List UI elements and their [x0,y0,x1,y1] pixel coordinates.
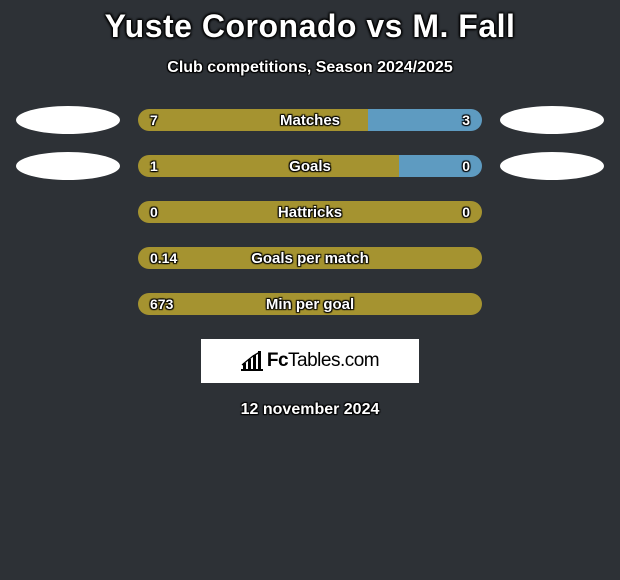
player2-marker-ellipse [500,152,604,180]
player2-marker-ellipse [500,106,604,134]
stat-row: Goals10 [0,155,620,177]
page-title: Yuste Coronado vs M. Fall [0,8,620,45]
stat-value-player1: 0 [150,201,158,223]
stat-bar: Goals per match0.14 [138,247,482,269]
spacer [482,258,604,259]
stat-value-player1: 1 [150,155,158,177]
player1-marker-ellipse [16,106,120,134]
stat-bar-left [138,247,482,269]
stat-value-player1: 673 [150,293,173,315]
spacer [16,304,138,305]
bar-chart-icon [241,351,263,371]
stat-row: Matches73 [0,109,620,131]
stat-row: Min per goal673 [0,293,620,315]
date-label: 12 november 2024 [0,401,620,419]
brand-logo-box: FcTables.com [201,339,419,383]
stat-bar-left [138,109,368,131]
stat-bar-left [138,201,482,223]
stat-row: Hattricks00 [0,201,620,223]
stat-value-player1: 0.14 [150,247,177,269]
page-subtitle: Club competitions, Season 2024/2025 [0,59,620,77]
stat-bar-left [138,293,482,315]
spacer [482,304,604,305]
stat-bar: Matches73 [138,109,482,131]
stat-bar: Goals10 [138,155,482,177]
spacer [16,258,138,259]
stat-value-player1: 7 [150,109,158,131]
stat-value-player2: 0 [462,155,470,177]
stats-section: Matches73Goals10Hattricks00Goals per mat… [0,109,620,315]
stat-row: Goals per match0.14 [0,247,620,269]
stat-value-player2: 0 [462,201,470,223]
stat-bar: Hattricks00 [138,201,482,223]
player1-marker-ellipse [16,152,120,180]
stat-bar: Min per goal673 [138,293,482,315]
brand-logo-bold: Fc [267,350,288,371]
brand-logo-light: Tables.com [288,350,379,371]
spacer [482,212,604,213]
stat-value-player2: 3 [462,109,470,131]
brand-logo-text: FcTables.com [267,350,379,372]
comparison-infographic: Yuste Coronado vs M. Fall Club competiti… [0,0,620,580]
spacer [16,212,138,213]
brand-logo: FcTables.com [241,350,379,372]
stat-bar-left [138,155,399,177]
